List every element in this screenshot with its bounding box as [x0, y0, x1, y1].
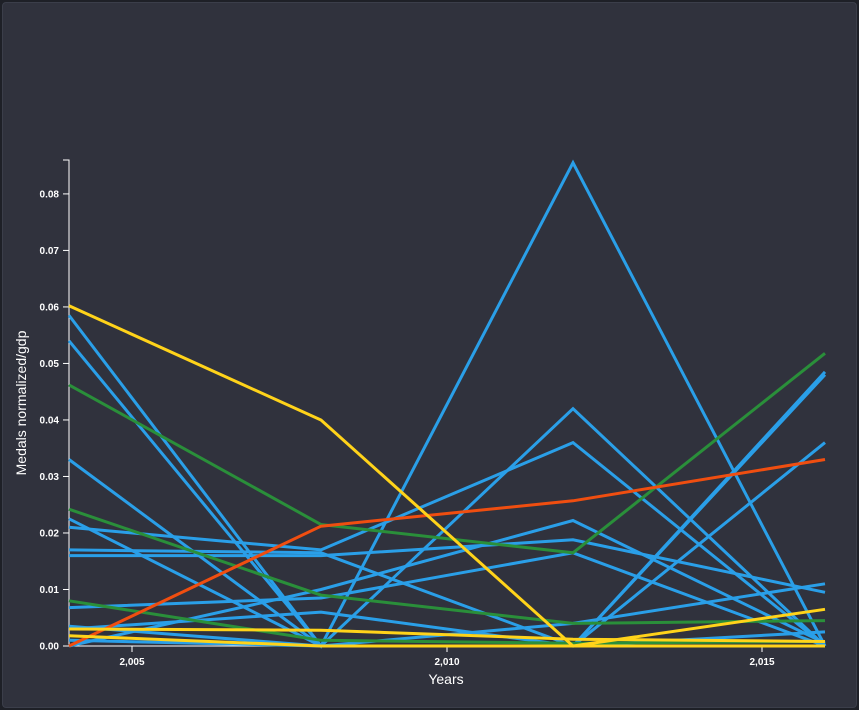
y-tick-label: 0.05 [40, 359, 60, 370]
y-tick-label: 0.03 [40, 472, 60, 483]
series-line-3 [68, 441, 826, 648]
series-line-16 [68, 458, 826, 648]
series-line-4 [68, 406, 827, 648]
x-axis: 2,005 2,010 2,015 [69, 645, 825, 668]
y-axis: 0.00 0.01 0.02 0.03 0.04 0.05 0.06 0.07 0.08 [40, 159, 70, 653]
series-line-13 [68, 352, 826, 555]
series-line-7 [69, 538, 826, 594]
series-line-18 [68, 627, 826, 643]
series-line-14 [68, 507, 826, 625]
y-tick-label: 0.00 [40, 642, 60, 653]
y-tick-label: 0.06 [40, 302, 60, 313]
series-line-17 [68, 304, 826, 648]
series-line-19 [68, 634, 825, 648]
y-tick-label: 0.08 [40, 189, 60, 200]
x-tick-label: 2,010 [434, 657, 459, 668]
y-tick-label: 0.02 [40, 528, 60, 539]
x-axis-title: Years [428, 671, 463, 687]
y-axis-title: Medals normalized/gdp [13, 330, 29, 475]
series-line-8 [68, 551, 826, 648]
y-tick-label: 0.04 [40, 415, 60, 426]
y-tick-label: 0.01 [40, 585, 60, 596]
series-line-15 [68, 599, 826, 645]
series-layer [67, 159, 827, 649]
series-line-5 [68, 440, 826, 648]
x-tick-label: 2,005 [119, 657, 144, 668]
y-tick-label: 0.07 [40, 246, 60, 257]
series-line-10 [68, 518, 826, 648]
x-tick-label: 2,015 [749, 657, 774, 668]
y-axis-line [63, 159, 70, 647]
series-line-1 [67, 159, 827, 649]
